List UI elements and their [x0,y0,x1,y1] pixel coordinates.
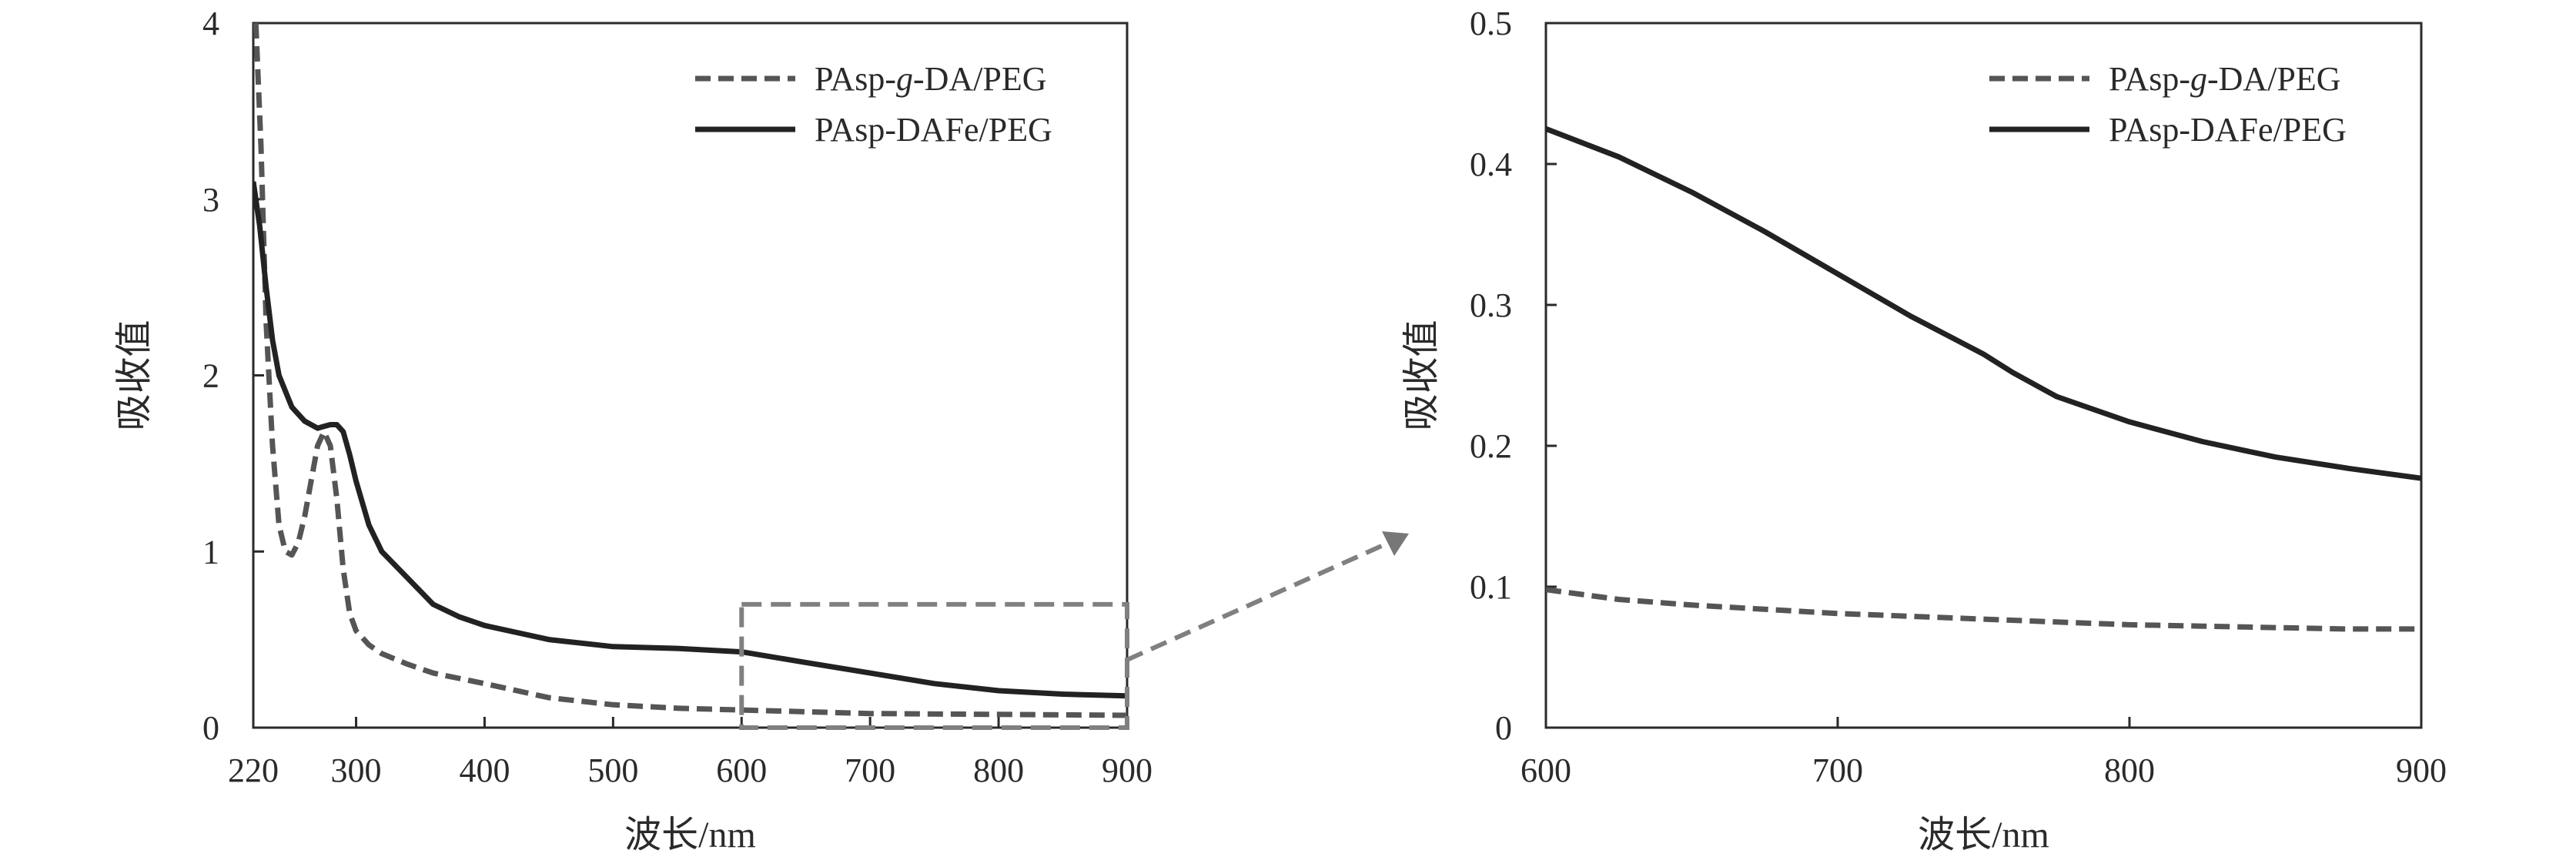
y-tick-label: 0.5 [1470,5,1512,42]
legend-label-part: g [2190,60,2207,98]
legend-label-part: -DA/PEG [913,60,1047,98]
plot-frame [1544,22,2423,729]
y-tick-label: 3 [202,181,219,219]
y-tick-label: 0.2 [1470,427,1512,465]
series-line-pasp-g-da-peg [1546,587,2421,632]
y-tick-label: 0.1 [1470,568,1512,606]
y-tick-label: 0 [202,709,219,747]
legend-label-part: -DA/PEG [2207,60,2341,98]
series-line-pasp-dafe-peg [1546,126,2421,481]
legend-label-part: PAsp- [815,60,896,98]
x-tick-label: 500 [587,752,638,789]
chart-right: 600 700 800 900 0 0.1 0.2 0.3 0.4 0.5 波长/nm 吸收值 PAsp… [1401,5,2447,855]
legend-label-part: PAsp-DAFe/PEG [815,111,1052,149]
zoom-arrow-head [1382,531,1409,556]
x-tick-label: 600 [716,752,767,789]
y-tick-label: 1 [202,533,219,571]
x-tick-label: 800 [2104,752,2155,789]
legend-label-part: g [896,60,913,98]
chart-left: 220 300 400 500 600 700 800 900 0 1 2 3 4 波长/nm 吸收值 PAs… [114,5,1153,855]
x-tick-label: 400 [459,752,510,789]
legend-label: PAsp-g-DA/PEG [2109,60,2341,98]
y-tick-label: 0 [1495,709,1512,747]
legend-label-part: PAsp-DAFe/PEG [2109,111,2347,149]
legend-label-part: PAsp- [2109,60,2190,98]
x-tick-label: 900 [1102,752,1153,789]
y-tick-label: 0.3 [1470,286,1512,324]
x-axis-title: 波长/nm [624,815,756,855]
x-tick-label: 700 [1812,752,1863,789]
zoom-arrow-line [1126,539,1393,662]
x-axis-title: 波长/nm [1918,815,2049,855]
x-tick-label: 700 [845,752,895,789]
y-tick-label: 2 [202,357,219,395]
y-tick-label: 4 [202,5,219,42]
legend-label: PAsp-DAFe/PEG [2109,111,2347,149]
series-line-pasp-dafe-peg [253,181,1127,699]
legend-label: PAsp-g-DA/PEG [815,60,1047,98]
zoom-overlay [739,531,1409,730]
x-tick-label: 800 [973,752,1024,789]
x-tick-label: 300 [331,752,382,789]
y-axis-title: 吸收值 [1401,320,1442,430]
zoom-region-box [739,601,1129,730]
x-tick-label: 600 [1521,752,1571,789]
y-axis-title: 吸收值 [114,320,155,430]
y-tick-label: 0.4 [1470,146,1512,183]
legend-label: PAsp-DAFe/PEG [815,111,1052,149]
x-tick-label: 900 [2396,752,2447,789]
x-tick-label: 220 [228,752,279,789]
